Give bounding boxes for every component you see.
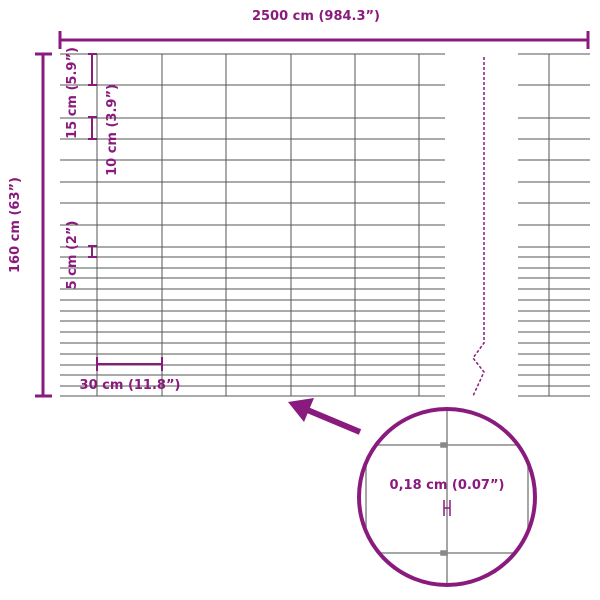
total-height-label: 160 cm (63”): [8, 177, 23, 273]
width-dimension-line: [58, 31, 590, 49]
bottom-spacing-label: 5 cm (2”): [65, 221, 80, 290]
vertical-wire-spacing-label: 30 cm (11.8”): [80, 378, 181, 393]
break-line: [472, 57, 485, 397]
wire-mesh: [60, 53, 590, 397]
top-spacing-label: 15 cm (5.9”): [65, 47, 80, 139]
wire-thickness-label: 0,18 cm (0.07”): [390, 478, 505, 493]
zoom-arrow-icon: [288, 398, 362, 435]
mesh-spacing-markers: [88, 53, 163, 371]
middle-spacing-label: 10 cm (3.9”): [105, 84, 120, 176]
detail-magnifier: [357, 407, 537, 587]
height-dimension-line: [35, 52, 52, 398]
total-length-label: 2500 cm (984.3”): [252, 9, 380, 24]
